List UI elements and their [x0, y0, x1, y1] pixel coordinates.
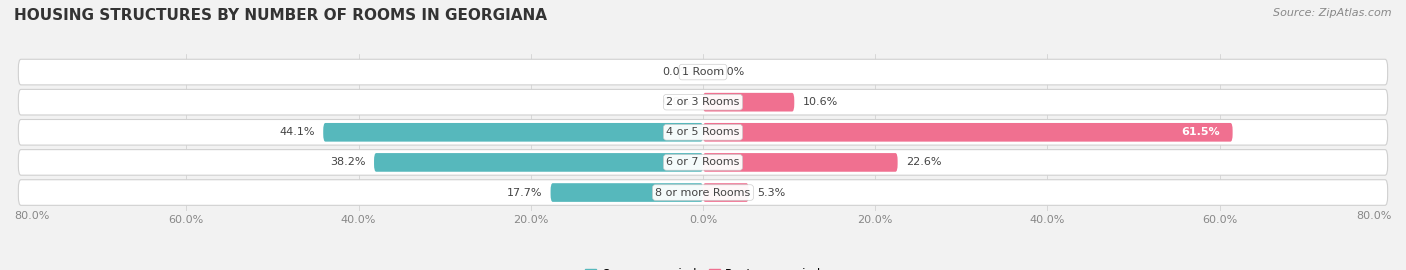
Text: 0.0%: 0.0% — [662, 67, 690, 77]
FancyBboxPatch shape — [18, 59, 1388, 85]
FancyBboxPatch shape — [703, 93, 794, 112]
Text: 0.0%: 0.0% — [662, 97, 690, 107]
Text: 17.7%: 17.7% — [506, 188, 541, 198]
Text: 6 or 7 Rooms: 6 or 7 Rooms — [666, 157, 740, 167]
Text: Source: ZipAtlas.com: Source: ZipAtlas.com — [1274, 8, 1392, 18]
FancyBboxPatch shape — [323, 123, 703, 142]
FancyBboxPatch shape — [703, 153, 897, 172]
Text: 38.2%: 38.2% — [330, 157, 366, 167]
Text: HOUSING STRUCTURES BY NUMBER OF ROOMS IN GEORGIANA: HOUSING STRUCTURES BY NUMBER OF ROOMS IN… — [14, 8, 547, 23]
Text: 80.0%: 80.0% — [1357, 211, 1392, 221]
FancyBboxPatch shape — [18, 180, 1388, 205]
Text: 80.0%: 80.0% — [14, 211, 49, 221]
Text: 4 or 5 Rooms: 4 or 5 Rooms — [666, 127, 740, 137]
FancyBboxPatch shape — [703, 123, 1233, 142]
Text: 0.0%: 0.0% — [716, 67, 744, 77]
Text: 8 or more Rooms: 8 or more Rooms — [655, 188, 751, 198]
Text: 10.6%: 10.6% — [803, 97, 838, 107]
FancyBboxPatch shape — [551, 183, 703, 202]
FancyBboxPatch shape — [703, 183, 748, 202]
FancyBboxPatch shape — [374, 153, 703, 172]
FancyBboxPatch shape — [18, 150, 1388, 175]
Legend: Owner-occupied, Renter-occupied: Owner-occupied, Renter-occupied — [579, 264, 827, 270]
Text: 5.3%: 5.3% — [758, 188, 786, 198]
Text: 61.5%: 61.5% — [1181, 127, 1219, 137]
FancyBboxPatch shape — [18, 120, 1388, 145]
FancyBboxPatch shape — [18, 89, 1388, 115]
Text: 22.6%: 22.6% — [907, 157, 942, 167]
Text: 44.1%: 44.1% — [280, 127, 315, 137]
Text: 2 or 3 Rooms: 2 or 3 Rooms — [666, 97, 740, 107]
Text: 1 Room: 1 Room — [682, 67, 724, 77]
